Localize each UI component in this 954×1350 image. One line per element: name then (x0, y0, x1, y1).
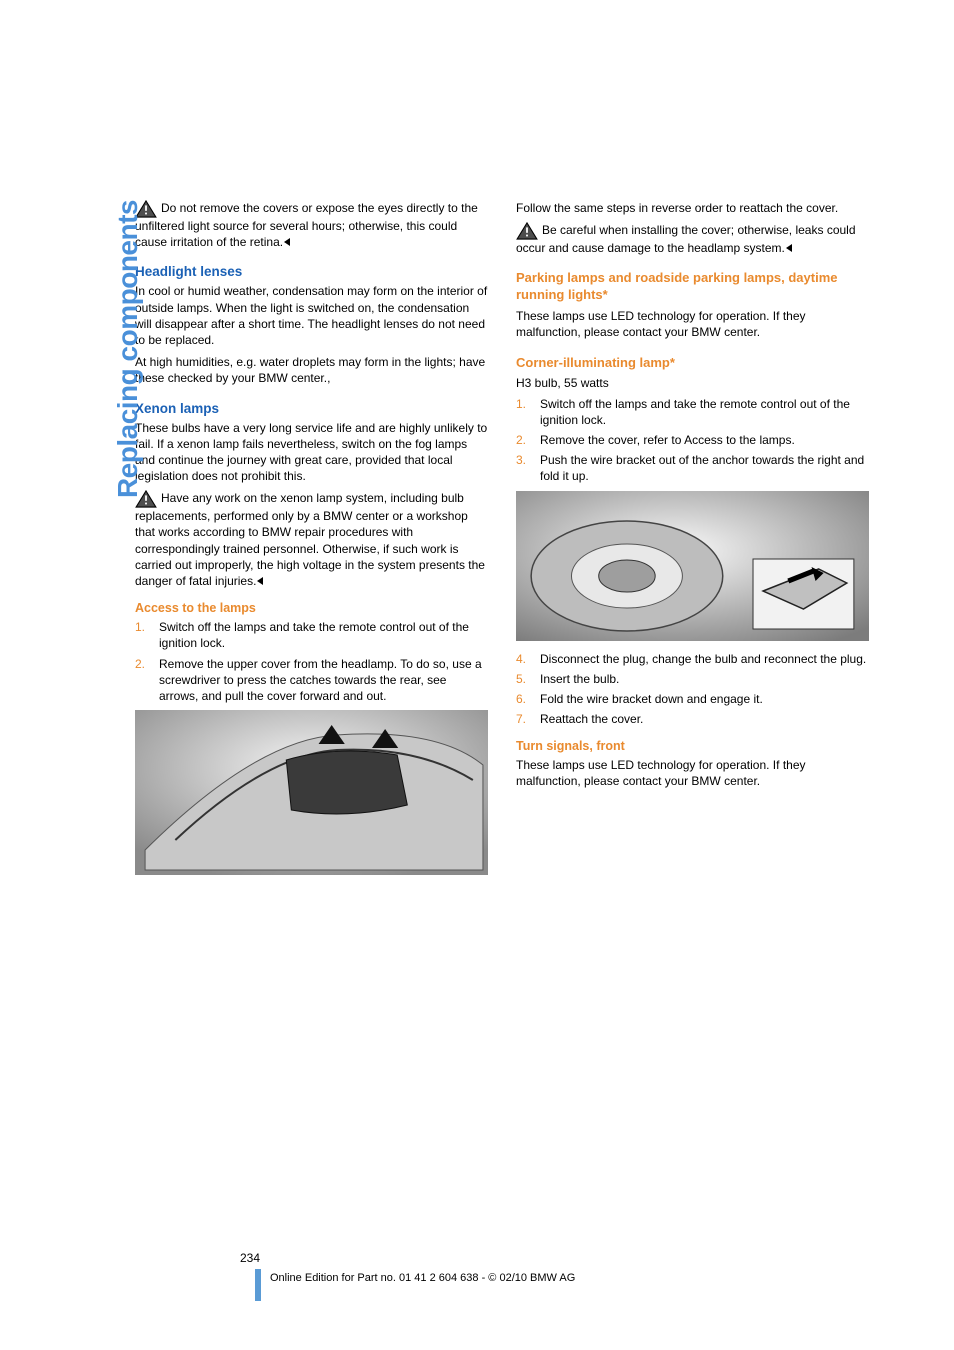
warning-para: Do not remove the covers or expose the e… (135, 200, 488, 250)
subheading-bulb-spec: H3 bulb, 55 watts (516, 375, 869, 391)
list-item: 6. Fold the wire bracket down and engage … (516, 691, 869, 707)
step-text: Reattach the cover. (540, 712, 643, 726)
list-item: 4. Disconnect the plug, change the bulb a… (516, 651, 869, 667)
body-text: In cool or humid weather, condensation m… (135, 283, 488, 348)
step-number: 5. (516, 671, 526, 687)
body-text: Follow the same steps in reverse order t… (516, 200, 869, 216)
warning-text: Be careful when installing the cover; ot… (516, 223, 856, 255)
step-number: 4. (516, 651, 526, 667)
step-text: Push the wire bracket out of the anchor … (540, 453, 864, 483)
page: Replacing components Do not remove the c… (0, 0, 954, 1350)
figure-headlamp-cover (135, 710, 488, 875)
warning-para: Have any work on the xenon lamp system, … (135, 490, 488, 589)
list-item: 3. Push the wire bracket out of the ancho… (516, 452, 869, 484)
step-text: Disconnect the plug, change the bulb and… (540, 652, 866, 666)
step-text: Switch off the lamps and take the remote… (540, 397, 850, 427)
section-tab: Replacing components (112, 200, 144, 498)
list-item: 5. Insert the bulb. (516, 671, 869, 687)
right-column: Follow the same steps in reverse order t… (516, 200, 869, 885)
steps-list: 1. Switch off the lamps and take the remo… (135, 619, 488, 704)
body-text: These lamps use LED technology for opera… (516, 308, 869, 340)
list-item: 1. Switch off the lamps and take the remo… (516, 396, 869, 428)
step-number: 1. (516, 396, 526, 412)
list-item: 2. Remove the cover, refer to Access to t… (516, 432, 869, 448)
warning-text: Do not remove the covers or expose the e… (135, 201, 478, 249)
step-number: 2. (516, 432, 526, 448)
step-text: Fold the wire bracket down and engage it… (540, 692, 763, 706)
steps-list: 1. Switch off the lamps and take the remo… (516, 396, 869, 485)
warning-text: Have any work on the xenon lamp system, … (135, 491, 485, 588)
body-text: These lamps use LED technology for opera… (516, 757, 869, 789)
figure-corner-lamp (516, 491, 869, 641)
step-text: Insert the bulb. (540, 672, 619, 686)
footer-accent-bar (255, 1269, 261, 1301)
list-item: 1. Switch off the lamps and take the remo… (135, 619, 488, 651)
step-number: 7. (516, 711, 526, 727)
end-mark-icon (786, 244, 792, 252)
body-text: These bulbs have a very long service lif… (135, 420, 488, 485)
body-text: At high humidities, e.g. water droplets … (135, 354, 488, 386)
step-number: 2. (135, 656, 145, 672)
page-number: 234 (240, 1251, 260, 1265)
warning-icon (516, 222, 538, 240)
heading-corner-lamp: Corner-illuminating lamp* (516, 355, 869, 372)
heading-turn-signals: Turn signals, front (516, 739, 869, 753)
step-number: 1. (135, 619, 145, 635)
step-number: 6. (516, 691, 526, 707)
step-number: 3. (516, 452, 526, 468)
steps-list: 4. Disconnect the plug, change the bulb a… (516, 651, 869, 728)
heading-parking-lamps: Parking lamps and roadside parking lamps… (516, 270, 869, 304)
list-item: 2. Remove the upper cover from the headla… (135, 656, 488, 705)
step-text: Switch off the lamps and take the remote… (159, 620, 469, 650)
left-column: Do not remove the covers or expose the e… (135, 200, 488, 885)
heading-access-lamps: Access to the lamps (135, 601, 488, 615)
step-text: Remove the cover, refer to Access to the… (540, 433, 795, 447)
heading-xenon-lamps: Xenon lamps (135, 401, 488, 416)
end-mark-icon (257, 577, 263, 585)
heading-headlight-lenses: Headlight lenses (135, 264, 488, 279)
warning-para: Be careful when installing the cover; ot… (516, 222, 869, 256)
content-columns: Do not remove the covers or expose the e… (135, 200, 869, 885)
step-text: Remove the upper cover from the headlamp… (159, 657, 482, 703)
end-mark-icon (284, 238, 290, 246)
footer-text: Online Edition for Part no. 01 41 2 604 … (270, 1272, 575, 1284)
list-item: 7. Reattach the cover. (516, 711, 869, 727)
